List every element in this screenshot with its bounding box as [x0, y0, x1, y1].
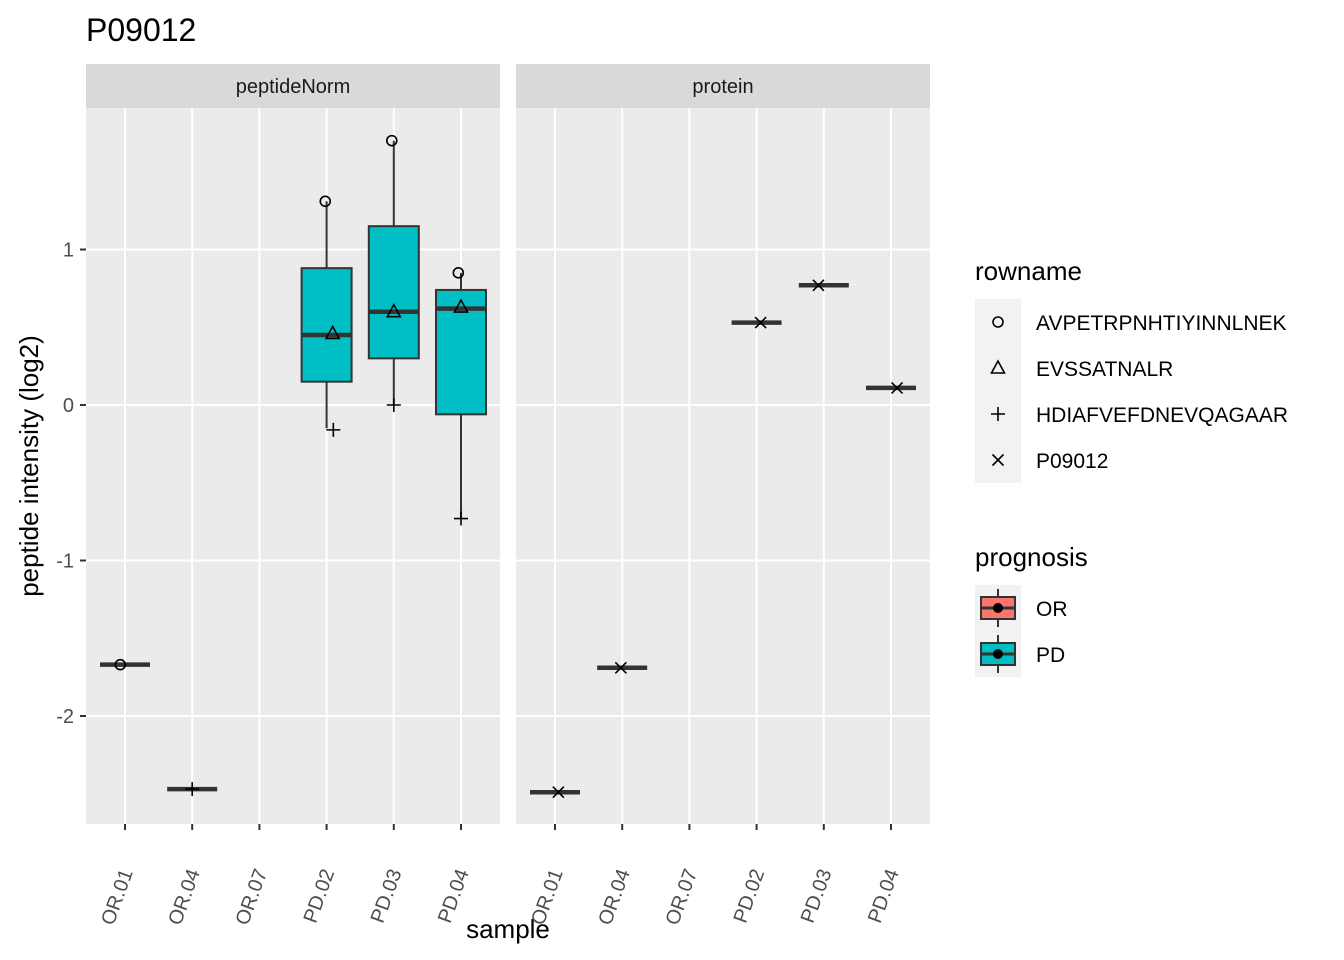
facet-panels: peptideNorm OR.01 OR.04 OR.07 PD.02 PD.03 PD.0… [56, 64, 930, 928]
x-tick-label: OR.07 [662, 866, 702, 928]
y-axis: -2 -1 0 1 [56, 240, 86, 728]
strip-label: peptideNorm [236, 76, 351, 98]
strip-background [86, 64, 500, 108]
strip-background [516, 64, 930, 108]
x-tick-label: PD.03 [797, 866, 837, 926]
point-hdiafvefdnevqagaar [454, 511, 468, 526]
point-hdiafvefdnevqagaar [386, 398, 401, 412]
legend-rowname: rowname AVPETRPNHTIYINNLNEK EVSSATNALR HDIA… [975, 256, 1288, 483]
y-tick-label: -2 [56, 706, 74, 728]
point-avpetrpnhtiyinnlnek [319, 195, 332, 208]
legend-key-background [975, 299, 1021, 483]
x-tick-label: PD.03 [367, 866, 407, 926]
legend-key-pd [975, 631, 1021, 677]
panel-background [516, 108, 930, 824]
x-tick-label: OR.04 [594, 866, 634, 928]
legend-key-evssatnalr [990, 359, 1006, 374]
x-tick-label: PD.02 [300, 866, 340, 926]
x-tick-label: OR.01 [97, 866, 137, 928]
legend-label: HDIAFVEFDNEVQAGAAR [1036, 404, 1288, 427]
point-avpetrpnhtiyinnlnek [114, 658, 127, 671]
y-axis-title: peptide intensity (log2) [14, 335, 44, 597]
point-p09012 [614, 661, 627, 674]
strip-label: protein [692, 76, 753, 98]
panel-protein: protein OR.01 OR.04 OR.07 PD.02 PD.03 PD.04 [516, 64, 930, 928]
point-avpetrpnhtiyinnlnek [385, 134, 398, 147]
point-p09012 [754, 316, 767, 329]
legend-key-point [993, 649, 1003, 659]
legend-key-hdiafvefdnevqagaar [991, 407, 1005, 421]
x-tick-label: PD.02 [730, 866, 770, 926]
legend-title: rowname [975, 256, 1082, 286]
box-rect [300, 267, 353, 383]
legend-key-point [993, 603, 1003, 613]
legend-key-p09012 [991, 453, 1005, 467]
point-evssatnalr [453, 298, 469, 313]
point-evssatnalr [385, 303, 402, 318]
legend-key-avpetrpnhtiyinnlnek [992, 316, 1004, 328]
legend-prognosis: prognosis OR PD [975, 542, 1088, 677]
legend-key-or [975, 585, 1021, 631]
legend-title: prognosis [975, 542, 1088, 572]
box-pd-02 [300, 201, 353, 429]
legend-label: OR [1036, 598, 1068, 621]
box-rect [367, 225, 420, 360]
y-tick-label: 1 [63, 240, 74, 262]
x-tick-label: OR.07 [232, 866, 272, 928]
point-p09012 [890, 381, 904, 394]
point-p09012 [552, 786, 565, 799]
x-tick-label: OR.04 [164, 866, 204, 928]
point-hdiafvefdnevqagaar [326, 422, 341, 437]
legends: rowname AVPETRPNHTIYINNLNEK EVSSATNALR HDIA… [975, 256, 1288, 677]
x-axis-title: sample [466, 914, 550, 944]
legend-label: PD [1036, 644, 1065, 667]
x-tick-label: OR.01 [527, 866, 567, 928]
legend-label: AVPETRPNHTIYINNLNEK [1036, 312, 1287, 335]
y-tick-label: 0 [63, 395, 74, 417]
y-tick-label: -1 [56, 551, 74, 573]
box-pd-04 [435, 272, 487, 519]
point-p09012 [812, 279, 825, 292]
legend-label: EVSSATNALR [1036, 358, 1173, 381]
point-hdiafvefdnevqagaar [185, 782, 200, 797]
legend-label: P09012 [1036, 450, 1108, 473]
chart-title: P09012 [86, 12, 196, 48]
x-tick-label: PD.04 [864, 866, 904, 926]
point-evssatnalr [324, 324, 341, 340]
box-pd-03 [367, 140, 420, 405]
point-avpetrpnhtiyinnlnek [452, 267, 465, 279]
panel-background [86, 108, 500, 824]
